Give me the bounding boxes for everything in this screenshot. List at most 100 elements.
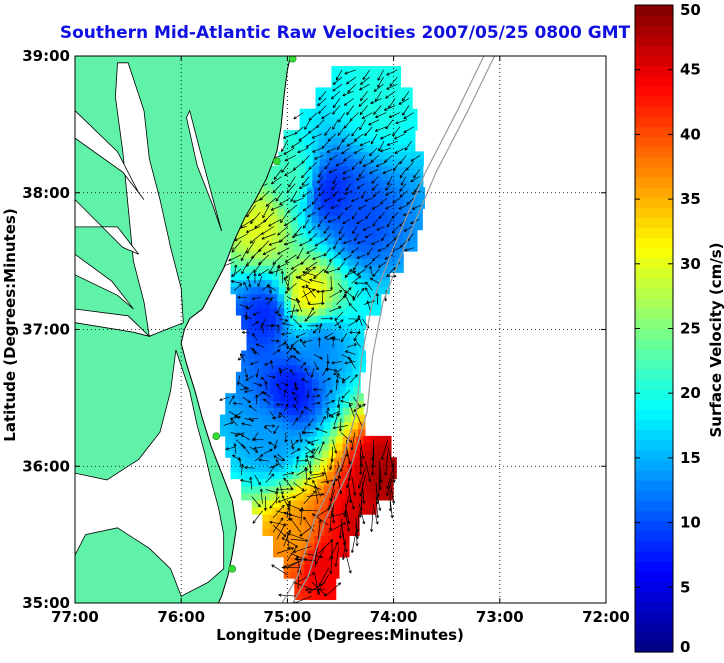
bay: [75, 110, 145, 200]
velocity-cell: [400, 137, 409, 145]
velocity-cell: [299, 279, 308, 288]
velocity-arrow: [386, 468, 394, 490]
velocity-cell: [367, 300, 375, 309]
velocity-cell: [361, 108, 370, 117]
velocity-cell: [339, 165, 348, 174]
velocity-arrow: [308, 162, 317, 170]
velocity-arrow: [246, 240, 256, 254]
velocity-cell: [320, 506, 329, 515]
velocity-arrow: [230, 279, 242, 284]
velocity-cell: [226, 421, 235, 430]
velocity-arrow: [310, 368, 315, 378]
colorbar-segment: [635, 126, 673, 138]
velocity-cell: [394, 215, 403, 224]
velocity-cell: [258, 201, 267, 209]
velocity-arrow: [377, 76, 384, 88]
velocity-cell: [254, 485, 263, 494]
velocity-arrow: [351, 211, 358, 220]
velocity-cell: [278, 286, 287, 295]
velocity-cell: [345, 73, 353, 81]
velocity-cell: [354, 151, 362, 160]
velocity-arrow: [246, 268, 256, 280]
velocity-arrow: [255, 368, 260, 378]
velocity-cell: [303, 357, 311, 366]
velocity-cell: [311, 215, 320, 224]
colorbar-segment: [635, 641, 673, 653]
velocity-cell: [275, 357, 284, 366]
velocity-cell: [410, 236, 418, 245]
velocity-arrow: [267, 375, 276, 379]
velocity-cell: [372, 66, 381, 74]
velocity-cell: [299, 464, 308, 473]
velocity-arrow: [297, 572, 316, 583]
velocity-arrow: [372, 503, 379, 525]
colorbar-segment: [635, 520, 673, 532]
velocity-arrow: [386, 69, 398, 76]
colorbar-tick-label: 15: [680, 449, 701, 467]
colorbar-segment: [635, 55, 673, 67]
x-tick-label: 75:00: [264, 608, 312, 626]
velocity-arrow: [385, 190, 394, 196]
velocity-arrow: [295, 332, 306, 338]
velocity-arrow: [331, 183, 338, 191]
velocity-cell: [375, 108, 384, 117]
velocity-cell: [305, 158, 314, 167]
colorbar-segment: [635, 470, 673, 481]
velocity-cell: [244, 258, 252, 266]
velocity-cell: [353, 165, 362, 174]
velocity-arrow: [290, 448, 301, 455]
y-axis-ticks: 39:00 38:00 37:00 36:00 35:00: [22, 47, 606, 612]
velocity-arrow: [318, 169, 324, 178]
velocity-arrow: [245, 375, 254, 381]
velocity-cell: [286, 549, 295, 558]
velocity-arrow: [371, 176, 379, 184]
velocity-arrow: [304, 367, 309, 376]
velocity-cell: [248, 364, 256, 373]
velocity-cell: [297, 215, 306, 224]
velocity-arrow: [268, 218, 282, 227]
velocity-arrow: [241, 330, 251, 335]
velocity-cell: [379, 492, 387, 501]
velocity-arrow: [313, 388, 323, 392]
velocity-arrow: [369, 265, 373, 277]
velocity-arrow: [279, 368, 287, 374]
velocity-cell: [354, 236, 363, 245]
velocity-arrow: [251, 297, 261, 301]
velocity-arrow: [313, 354, 323, 360]
velocity-cell: [306, 229, 314, 238]
velocity-arrow: [270, 339, 280, 343]
velocity-cell: [347, 122, 356, 131]
velocity-arrow: [257, 268, 269, 277]
velocity-cell: [244, 286, 252, 295]
velocity-cell: [330, 350, 339, 359]
velocity-arrow: [387, 446, 394, 468]
velocity-cell: [387, 137, 395, 145]
velocity-cell: [256, 378, 265, 387]
velocity-arrow: [240, 247, 249, 262]
velocity-cell: [297, 130, 305, 138]
velocity-arrow: [234, 283, 243, 291]
velocity-cell: [351, 421, 359, 430]
velocity-cell: [282, 492, 291, 501]
velocity-arrow: [299, 338, 306, 348]
colorbar-tick-label: 50: [680, 1, 701, 19]
velocity-cell: [327, 471, 335, 480]
velocity-arrow: [253, 446, 264, 450]
velocity-arrow: [360, 76, 370, 85]
velocity-cell: [304, 222, 313, 231]
velocity-cell: [278, 258, 287, 266]
velocity-arrow: [225, 446, 236, 451]
velocity-arrow: [301, 378, 309, 384]
velocity-arrow: [302, 219, 309, 229]
velocity-arrow: [399, 183, 407, 192]
velocity-cell: [309, 421, 318, 430]
colorbar-segment: [635, 207, 673, 218]
velocity-cell: [361, 243, 370, 252]
velocity-cell: [297, 144, 305, 153]
colorbar-segment: [635, 85, 673, 97]
velocity-cell: [253, 343, 261, 352]
velocity-cell: [363, 442, 371, 451]
colorbar-segment: [635, 176, 673, 188]
velocity-cell: [259, 407, 268, 416]
velocity-arrow: [359, 105, 368, 116]
